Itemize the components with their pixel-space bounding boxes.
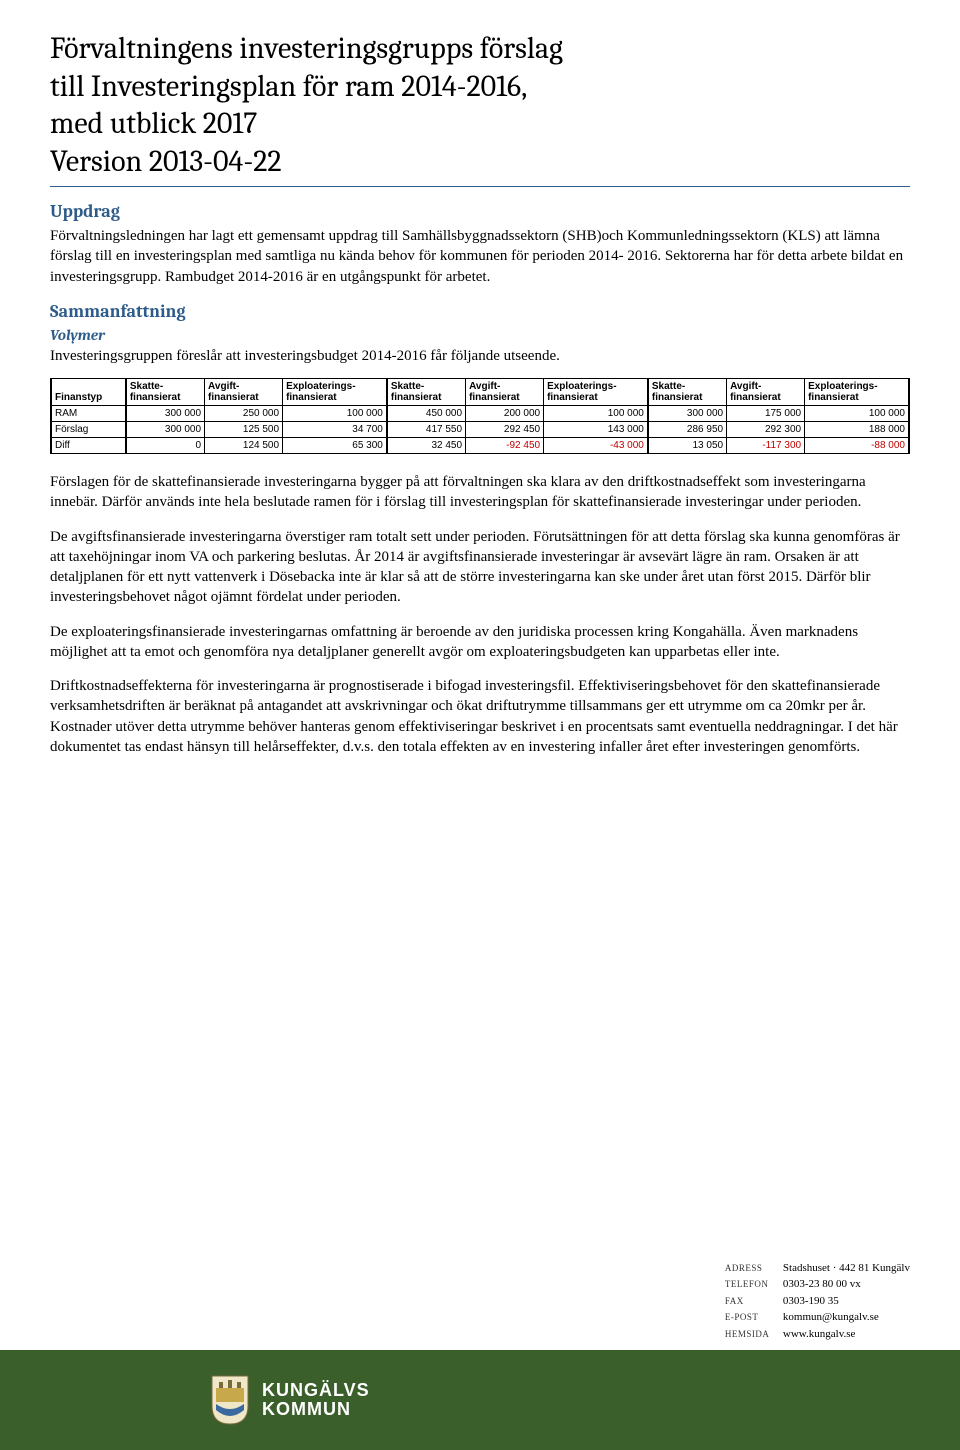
heading-sammanfattning: Sammanfattning (50, 301, 910, 322)
table-row: Förslag 300 000 125 500 34 700 417 550 2… (51, 422, 909, 438)
body-para-1: Förslagen för de skattefinansierade inve… (50, 472, 910, 513)
col-avgift-2: Avgift-finansierat (466, 379, 544, 406)
body-para-2: De avgiftsfinansierade investeringarna ö… (50, 527, 910, 608)
col-skatte-2: Skatte-finansierat (387, 379, 466, 406)
sammanfattning-intro: Investeringsgruppen föreslår att investe… (50, 346, 910, 366)
col-avgift-3: Avgift-finansierat (727, 379, 805, 406)
title-divider (50, 186, 910, 187)
table-row: Diff 0 124 500 65 300 32 450 -92 450 -43… (51, 438, 909, 454)
table-row: RAM 300 000 250 000 100 000 450 000 200 … (51, 406, 909, 422)
col-avgift-1: Avgift-finansierat (205, 379, 283, 406)
col-skatte-1: Skatte-finansierat (126, 379, 205, 406)
uppdrag-body: Förvaltningsledningen har lagt ett gemen… (50, 226, 910, 287)
subheading-volymer: Volymer (50, 326, 910, 344)
col-finanstyp: Finanstyp (51, 379, 126, 406)
contact-block: ADRESSStadshuset · 442 81 Kungälv TELEFO… (725, 1260, 910, 1343)
body-para-3: De exploateringsfinansierade investering… (50, 622, 910, 663)
footer-bar: KUNGÄLVS KOMMUN (0, 1350, 960, 1450)
crest-icon (210, 1374, 250, 1426)
body-para-4: Driftkostnadseffekterna för investeringa… (50, 676, 910, 757)
col-exploat-2: Exploaterings-finansierat (544, 379, 648, 406)
page-title: Förvaltningens investeringsgrupps försla… (50, 30, 910, 180)
table-body: RAM 300 000 250 000 100 000 450 000 200 … (51, 406, 909, 454)
table-header-row: Finanstyp Skatte-finansierat Avgift-fina… (51, 379, 909, 406)
logo-text: KUNGÄLVS KOMMUN (262, 1381, 370, 1419)
heading-uppdrag: Uppdrag (50, 201, 910, 222)
col-skatte-3: Skatte-finansierat (648, 379, 727, 406)
col-exploat-3: Exploaterings-finansierat (805, 379, 909, 406)
logo-block: KUNGÄLVS KOMMUN (210, 1374, 370, 1426)
col-exploat-1: Exploaterings-finansierat (283, 379, 387, 406)
volymer-table: Finanstyp Skatte-finansierat Avgift-fina… (50, 378, 910, 454)
